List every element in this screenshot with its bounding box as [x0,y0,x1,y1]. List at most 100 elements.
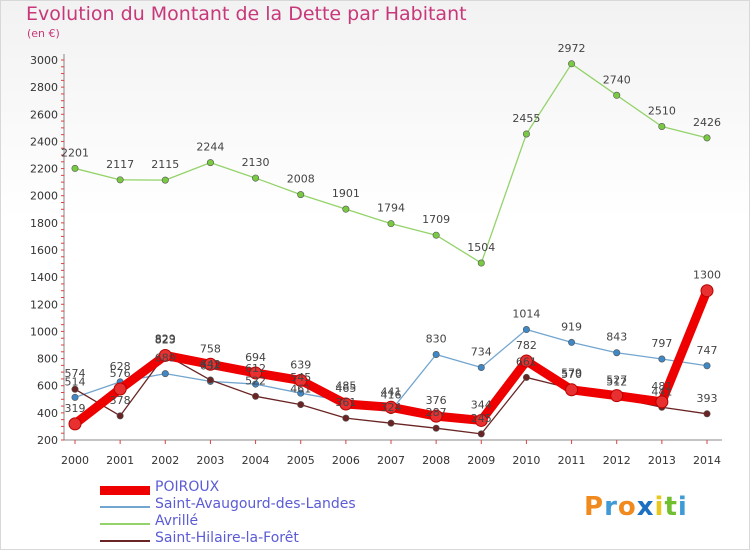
y-tick-label: 1600 [30,244,58,257]
y-tick-label: 200 [37,434,58,447]
y-tick-label: 3000 [30,54,58,67]
data-label-saint-hilaire-la-for-t: 522 [245,374,266,387]
x-tick-label: 2014 [693,454,721,467]
x-tick-label: 2000 [61,454,89,467]
data-point-avrill- [297,191,305,199]
y-tick-label: 1000 [30,325,58,338]
logo-letter: i [654,492,665,522]
y-tick-label: 2400 [30,135,58,148]
data-point-avrill- [387,220,395,228]
data-label-saint-hilaire-la-for-t: 245 [471,412,492,425]
data-point-poiroux [249,366,263,380]
x-tick-label: 2002 [151,454,179,467]
y-tick-label: 1400 [30,271,58,284]
data-label-poiroux: 441 [381,385,402,398]
data-label-poiroux: 639 [290,358,311,371]
data-point-avrill- [252,174,260,182]
data-label-avrill-: 2117 [106,158,134,171]
data-label-saint-avaugourd-des-landes: 514 [65,375,86,388]
data-point-saint-avaugourd-des-landes [703,362,711,370]
data-point-saint-hilaire-la-for-t [297,401,305,409]
data-label-poiroux: 570 [561,368,582,381]
data-label-saint-avaugourd-des-landes: 843 [606,331,627,344]
data-point-poiroux [339,397,353,411]
data-label-avrill-: 2455 [512,112,540,125]
data-label-saint-avaugourd-des-landes: 919 [561,320,582,333]
data-point-saint-hilaire-la-for-t [342,414,350,422]
legend-swatch [100,506,150,508]
data-label-poiroux: 1300 [693,269,721,282]
data-point-saint-hilaire-la-for-t [522,373,530,381]
data-point-poiroux [565,383,579,397]
data-point-saint-avaugourd-des-landes [161,370,169,378]
data-point-poiroux [610,389,624,403]
data-point-poiroux [203,357,217,371]
legend-swatch [100,523,150,525]
data-point-saint-hilaire-la-for-t [703,410,711,418]
legend-swatch [100,540,150,542]
data-point-saint-hilaire-la-for-t [387,419,395,427]
data-label-saint-hilaire-la-for-t: 512 [606,376,627,389]
data-point-avrill- [116,176,124,184]
data-point-poiroux [519,354,533,368]
data-label-poiroux: 782 [516,339,537,352]
data-label-avrill-: 1794 [377,202,405,215]
x-tick-label: 2013 [648,454,676,467]
data-label-saint-avaugourd-des-landes: 612 [245,362,266,375]
data-label-saint-hilaire-la-for-t: 441 [651,385,672,398]
data-point-poiroux [294,373,308,387]
data-label-saint-avaugourd-des-landes: 628 [110,360,131,373]
data-label-avrill-: 2740 [603,73,631,86]
data-point-avrill- [568,60,576,68]
data-label-poiroux: 465 [335,382,356,395]
data-label-avrill-: 1709 [422,213,450,226]
data-label-saint-hilaire-la-for-t: 324 [381,401,402,414]
data-label-saint-avaugourd-des-landes: 485 [335,379,356,392]
legend-label: Saint-Hilaire-la-Forêt [155,530,299,546]
x-tick-label: 2012 [603,454,631,467]
data-label-saint-avaugourd-des-landes: 734 [471,346,492,359]
legend-swatch [100,486,150,495]
data-point-avrill- [206,159,214,167]
data-label-saint-hilaire-la-for-t: 642 [200,358,221,371]
logo-letter: i [677,492,688,522]
data-point-avrill- [161,176,169,184]
data-label-poiroux: 344 [471,398,492,411]
data-point-poiroux [68,417,82,431]
x-tick-label: 2006 [332,454,360,467]
logo-letter: t [664,492,678,522]
x-tick-label: 2011 [558,454,586,467]
y-tick-label: 2800 [30,81,58,94]
data-point-saint-hilaire-la-for-t [477,430,485,438]
legend-label: POIROUX [155,479,220,495]
data-label-poiroux: 694 [245,351,266,364]
data-point-avrill- [342,205,350,213]
y-tick-label: 2600 [30,108,58,121]
x-tick-label: 2007 [377,454,405,467]
data-point-saint-avaugourd-des-landes [522,326,530,334]
data-point-saint-avaugourd-des-landes [658,355,666,363]
data-label-poiroux: 823 [155,333,176,346]
x-tick-label: 2003 [196,454,224,467]
y-tick-label: 600 [37,380,58,393]
data-point-saint-hilaire-la-for-t [71,385,79,393]
data-label-avrill-: 1901 [332,187,360,200]
data-label-saint-hilaire-la-for-t: 393 [697,392,718,405]
data-point-poiroux [700,284,714,298]
y-tick-label: 1800 [30,217,58,230]
data-point-saint-hilaire-la-for-t [432,424,440,432]
data-point-poiroux [113,382,127,396]
data-point-avrill- [658,123,666,131]
data-label-saint-hilaire-la-for-t: 461 [290,383,311,396]
data-label-saint-avaugourd-des-landes: 416 [381,389,402,402]
data-label-saint-hilaire-la-for-t: 574 [65,367,86,380]
data-label-saint-avaugourd-des-landes: 830 [426,333,447,346]
legend-label: Saint-Avaugourd-des-Landes [155,496,356,512]
proxiti-logo: Proxiti [584,492,688,522]
data-point-poiroux [429,409,443,423]
y-tick-label: 1200 [30,298,58,311]
data-label-poiroux: 527 [606,374,627,387]
x-tick-label: 2001 [106,454,134,467]
